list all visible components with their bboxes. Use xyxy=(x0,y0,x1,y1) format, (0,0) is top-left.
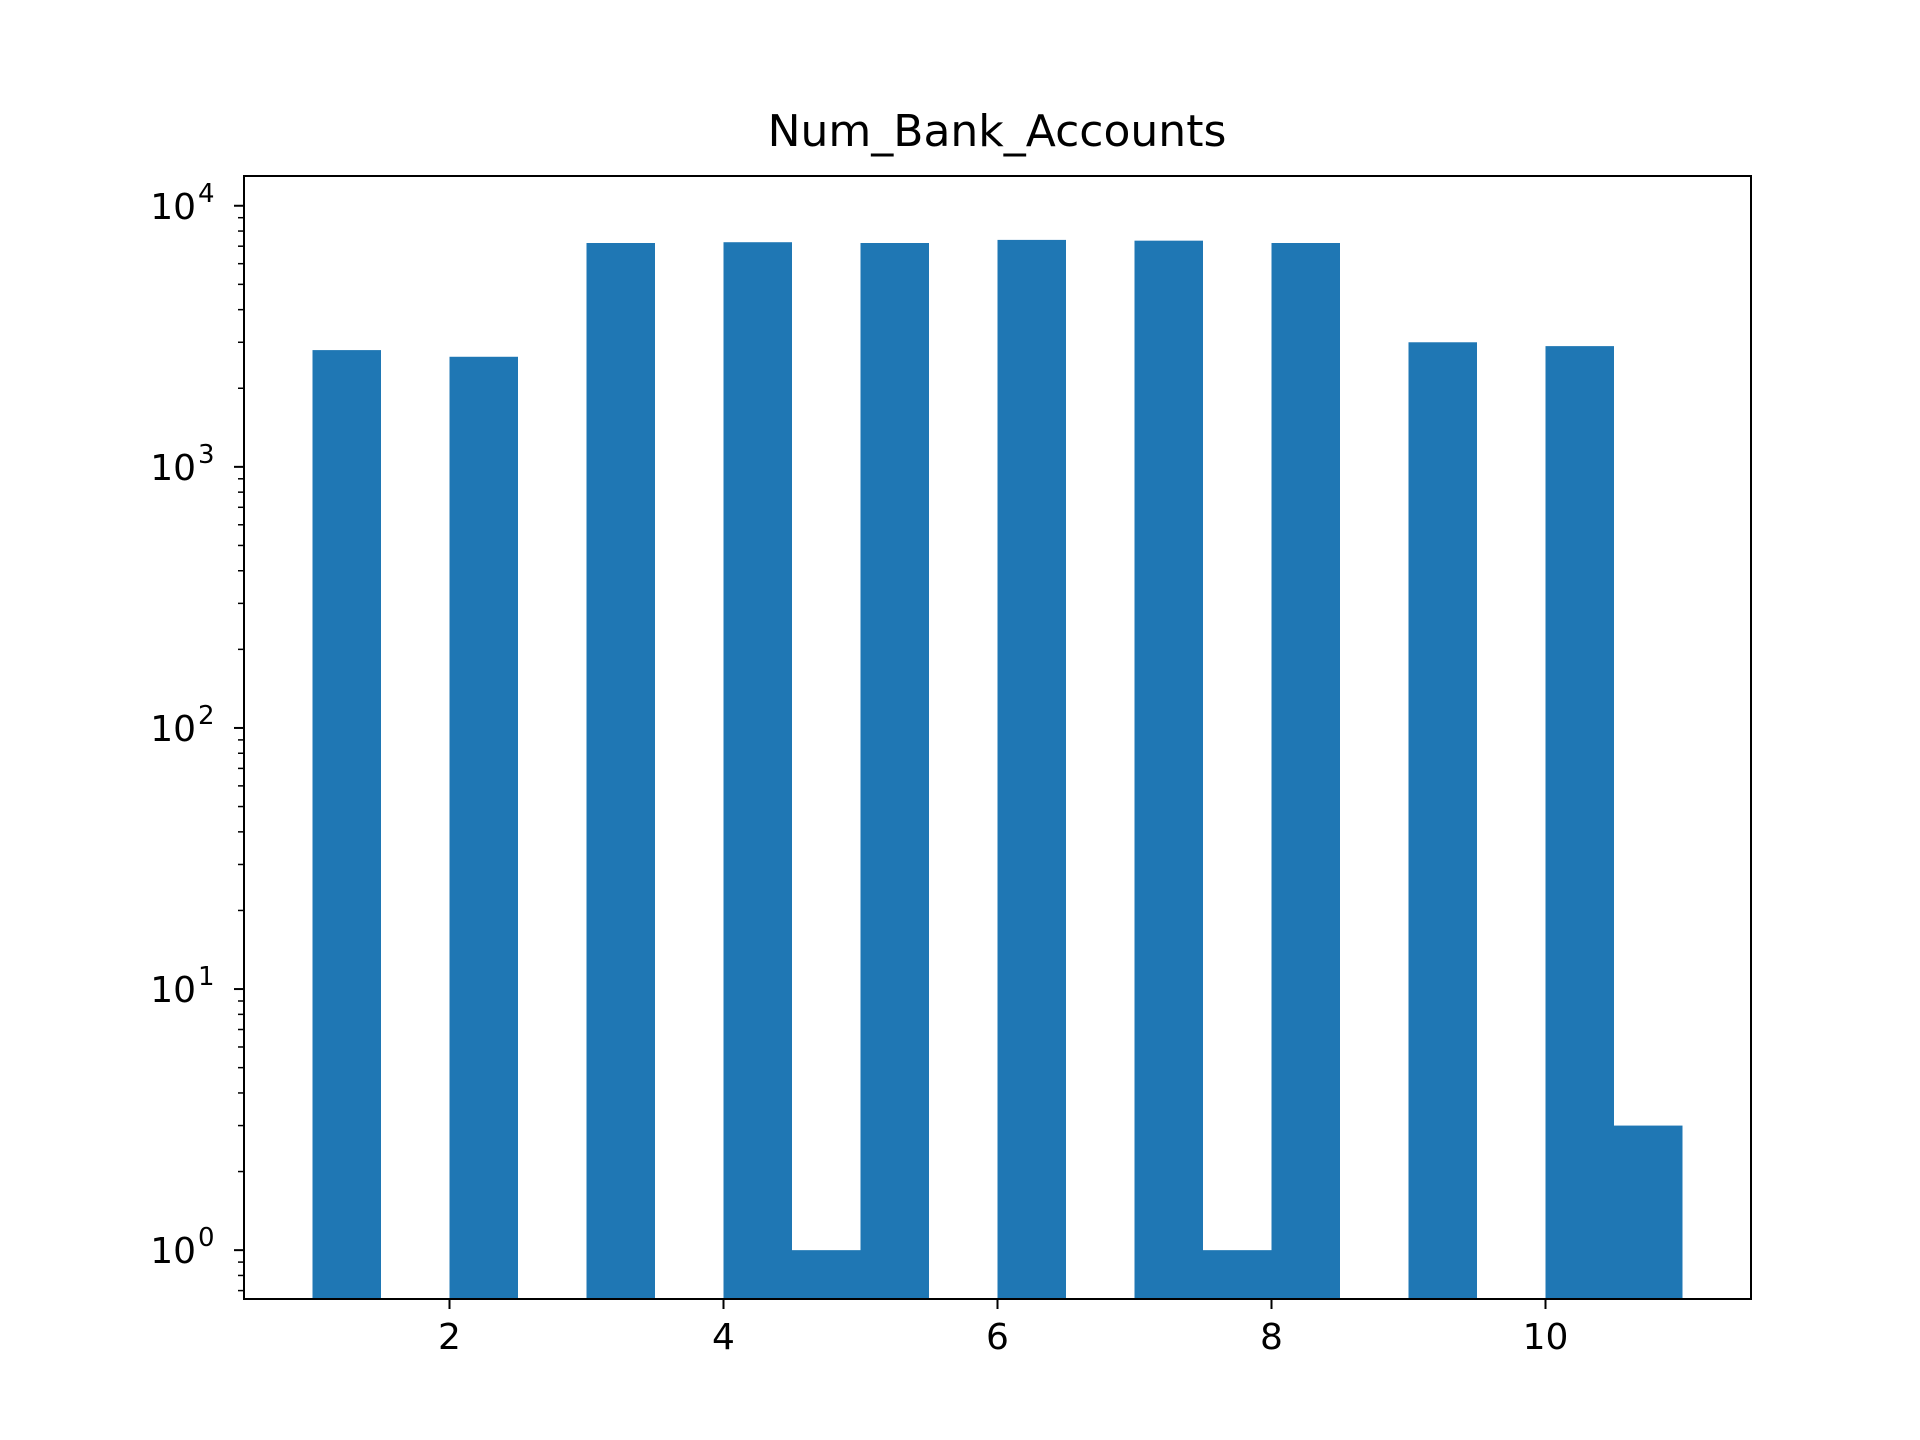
histogram-bar xyxy=(1134,240,1203,1299)
histogram-bar xyxy=(1271,243,1340,1299)
y-tick-exponent: 3 xyxy=(198,440,215,470)
histogram-bar xyxy=(1203,1250,1272,1299)
y-tick-exponent: 1 xyxy=(198,962,215,992)
x-tick-label: 10 xyxy=(1523,1317,1569,1358)
histogram-bar xyxy=(792,1250,861,1299)
histogram-bar xyxy=(1408,342,1477,1299)
histogram-bar xyxy=(586,243,655,1299)
y-tick-label: 10 xyxy=(150,1231,196,1272)
y-tick-exponent: 4 xyxy=(198,179,215,209)
axes-frame xyxy=(243,175,1752,1300)
histogram-bar xyxy=(1545,346,1614,1299)
x-tick-label: 4 xyxy=(712,1317,735,1358)
y-tick-exponent: 2 xyxy=(198,701,215,731)
histogram-bar xyxy=(1614,1125,1683,1299)
y-tick-exponent: 0 xyxy=(198,1223,215,1253)
histogram-bar xyxy=(312,350,381,1300)
chart-title: Num_Bank_Accounts xyxy=(768,106,1227,157)
x-tick-label: 6 xyxy=(986,1317,1009,1358)
histogram-bar xyxy=(449,356,518,1299)
x-tick-label: 8 xyxy=(1260,1317,1283,1358)
histogram-bar xyxy=(723,242,792,1299)
histogram-bar xyxy=(860,243,929,1299)
y-tick-label: 10 xyxy=(150,709,196,750)
histogram-bar xyxy=(997,239,1066,1299)
x-tick-label: 2 xyxy=(438,1317,461,1358)
bars-group xyxy=(312,239,1683,1300)
y-tick-label: 10 xyxy=(150,970,196,1011)
y-tick-label: 10 xyxy=(150,187,196,228)
y-tick-label: 10 xyxy=(150,448,196,489)
x-axis-ticks: 2 4 6 8 10 xyxy=(438,1299,1568,1358)
